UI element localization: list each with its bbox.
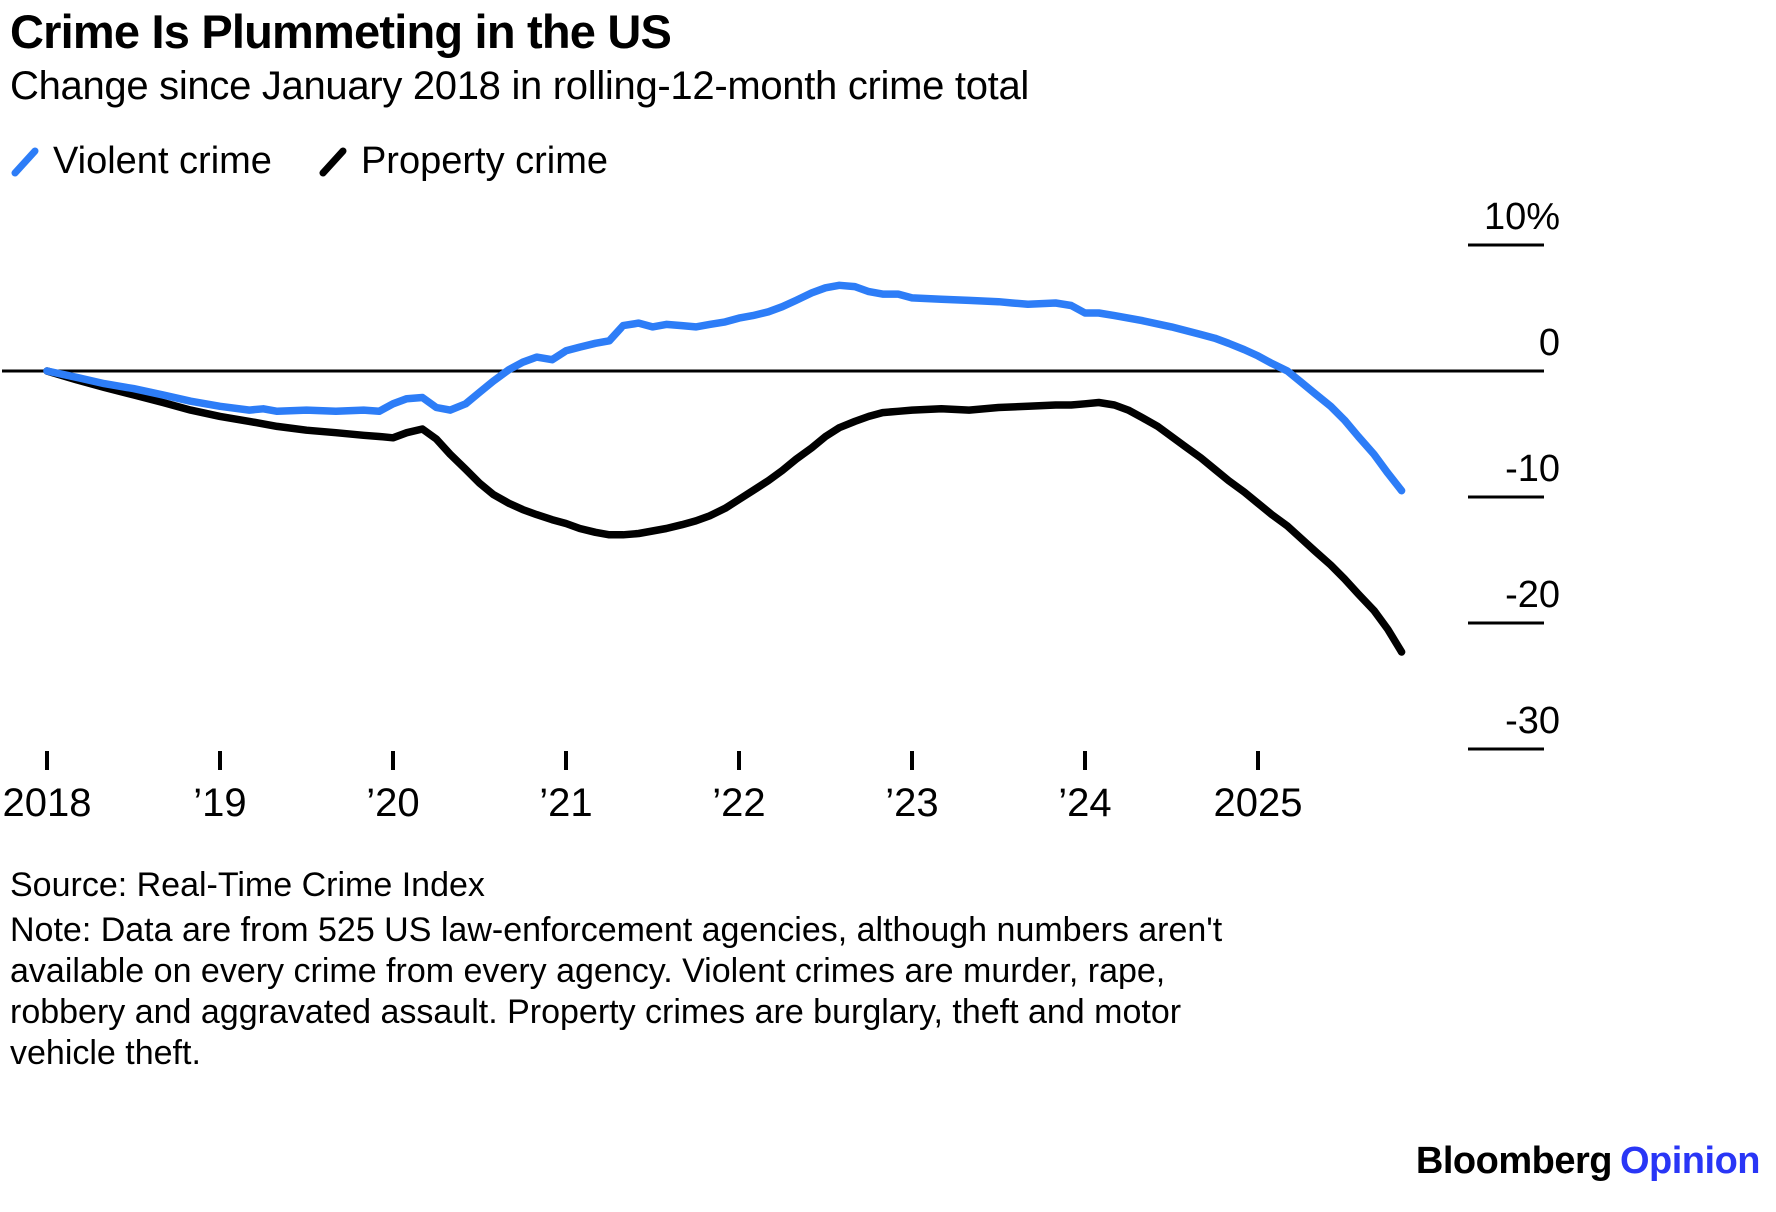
x-axis-label-2022: ’22 — [712, 781, 765, 825]
property-crime-legend-icon — [319, 147, 347, 176]
violent-crime-line — [43, 281, 1406, 495]
x-axis-label-2024: ’24 — [1058, 781, 1111, 825]
violent-crime-legend-icon — [11, 147, 39, 176]
legend-label-property-crime: Property crime — [360, 140, 609, 182]
crime-trend-chart: 10% 0 -10 -20 -30 2018 ’19 ’20 ’21 ’22 ’23 ’24 2025 — [2, 196, 1560, 825]
x-axis-label-2023: ’23 — [885, 781, 938, 825]
note-text: Note: Data are from 525 US law-enforceme… — [10, 911, 1223, 1072]
y-axis-label-0: 0 — [1539, 322, 1560, 364]
bloomberg-wordmark: Bloomberg — [1415, 1140, 1613, 1182]
legend-label-violent-crime: Violent crime — [53, 140, 272, 182]
brand: Bloomberg Opinion — [1415, 1140, 1761, 1183]
x-axis-label-2019: ’19 — [193, 781, 246, 825]
x-axis-label-2020: ’20 — [366, 781, 419, 825]
chart-title: Crime Is Plummeting in the US — [10, 5, 672, 58]
x-axis-label-2021: ’21 — [539, 781, 592, 825]
source-text: Source: Real-Time Crime Index — [10, 866, 485, 904]
y-axis-label-10: 10% — [1484, 196, 1560, 238]
y-axis-label--20: -20 — [1505, 574, 1560, 616]
x-axis-label-2018: 2018 — [3, 781, 92, 825]
x-axis-label-2025: 2025 — [1214, 781, 1303, 825]
legend-item-property-crime: Property crime — [318, 140, 608, 183]
legend: Violent crime Property crime — [10, 140, 608, 183]
y-axis-label--10: -10 — [1505, 448, 1560, 490]
y-axis-label--30: -30 — [1505, 700, 1560, 742]
property-crime-line — [43, 367, 1406, 656]
chart-subtitle: Change since January 2018 in rolling-12-… — [10, 64, 1030, 108]
legend-item-violent-crime: Violent crime — [10, 140, 272, 183]
opinion-wordmark: Opinion — [1619, 1140, 1761, 1182]
